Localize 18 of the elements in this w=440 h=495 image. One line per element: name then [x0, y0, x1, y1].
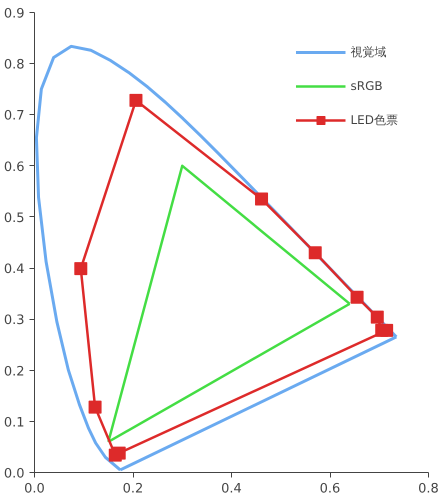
y-tick-label: 0.5: [4, 210, 25, 226]
x-tick-label: 0.0: [24, 482, 45, 495]
y-tick-label: 0.7: [4, 108, 25, 124]
y-tick-label: 0.0: [4, 466, 25, 482]
y-tick-label: 0.1: [4, 415, 25, 430]
legend-label: LED色票: [350, 112, 398, 128]
x-tick-label: 0.4: [221, 482, 242, 495]
legend-label: 視覚域: [350, 44, 386, 60]
x-tick-label: 0.2: [122, 482, 144, 495]
x-tick-label: 0.8: [418, 482, 439, 495]
y-tick-label: 0.4: [4, 262, 25, 278]
y-tick-label: 0.6: [4, 160, 25, 175]
y-tick-label: 0.2: [4, 364, 25, 380]
legend-label: sRGB: [350, 79, 383, 93]
y-tick-label: 0.9: [4, 6, 25, 22]
y-tick-label: 0.3: [4, 313, 25, 328]
x-tick-label: 0.6: [320, 482, 340, 495]
y-tick-label: 0.8: [4, 58, 25, 73]
